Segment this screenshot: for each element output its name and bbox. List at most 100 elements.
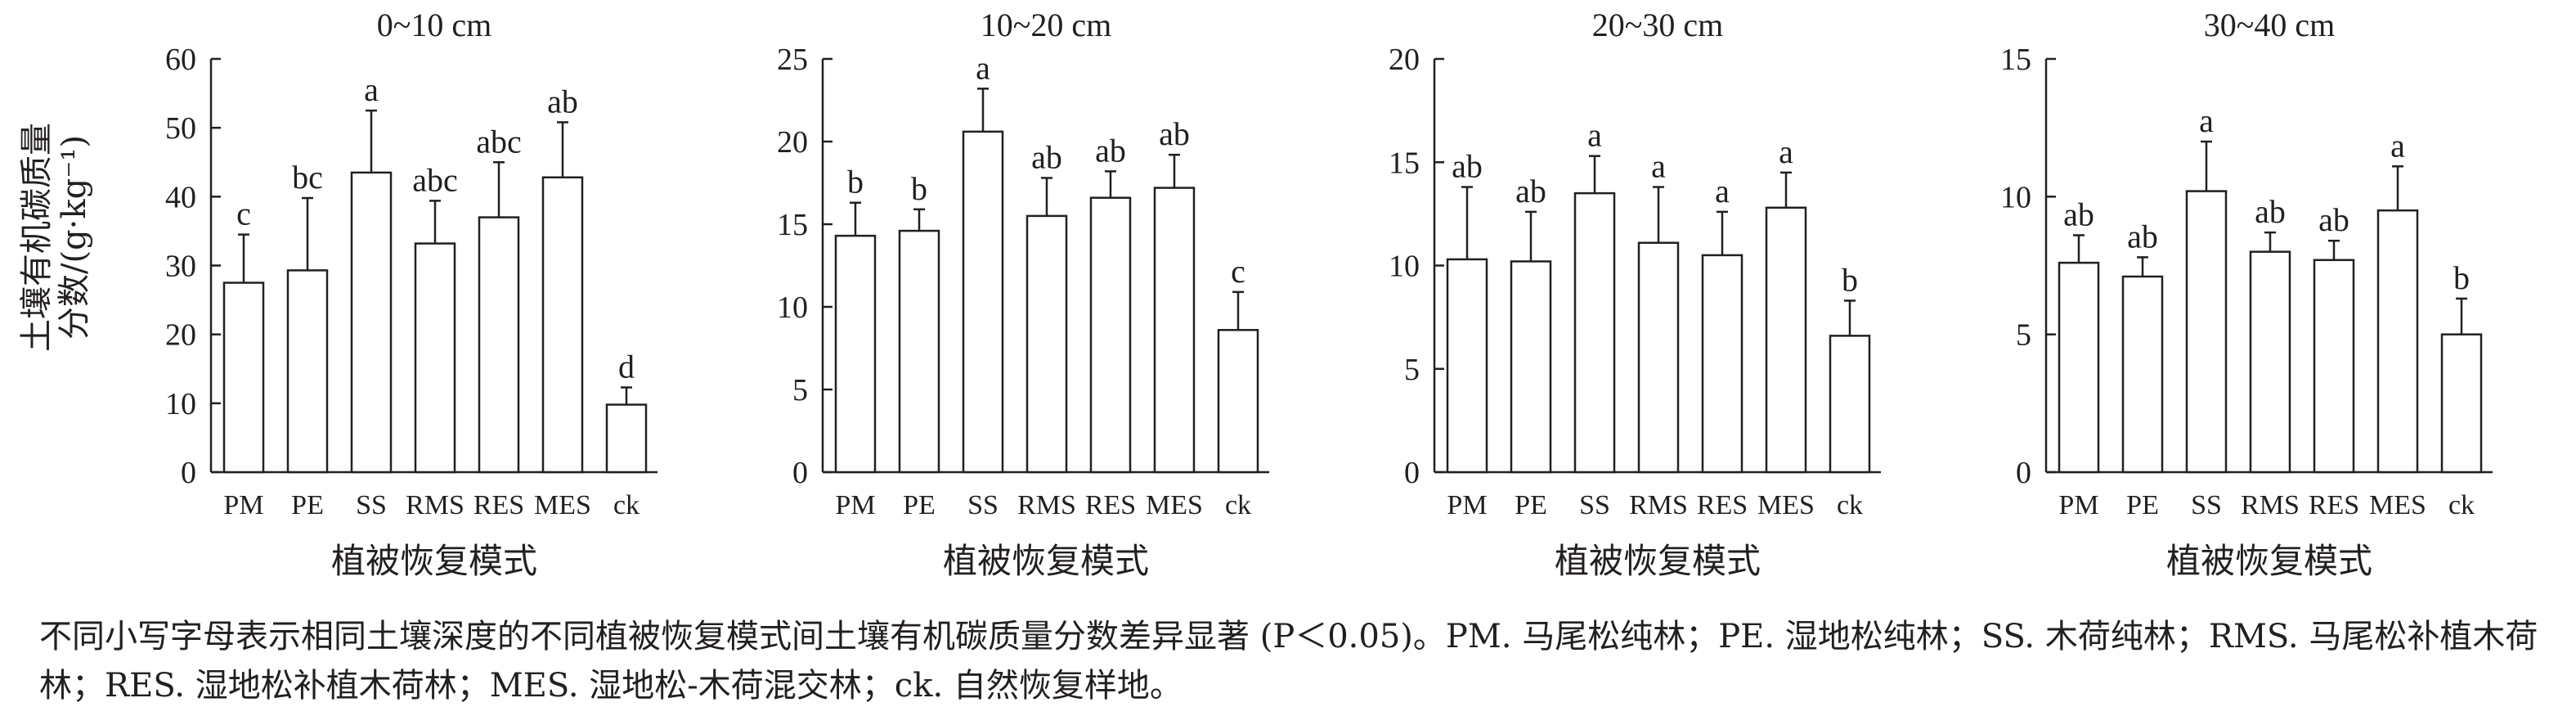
panel-2-category-label-PE: PE [903, 490, 936, 520]
panel-2-significance-RMS: ab [1031, 138, 1062, 175]
panel-2-y-tick-label: 5 [792, 373, 808, 408]
panel-2-y-tick-label: 25 [777, 43, 808, 77]
panel-2-category-label-RMS: RMS [1017, 490, 1076, 520]
panel-4-y-tick-label: 5 [2016, 318, 2031, 353]
panel-2-bar-RES [1089, 196, 1132, 474]
panel-2-significance-SS: a [976, 49, 990, 86]
panel-2-y-tick-label: 15 [777, 208, 808, 242]
panel-3-significance-ck: b [1842, 261, 1858, 298]
panel-1-bar-MES [541, 176, 584, 474]
panel-1-significance-PM: c [236, 196, 251, 232]
panel-1-y-tick-label: 40 [165, 180, 196, 214]
panel-3-significance-PE: ab [1515, 173, 1546, 209]
panel-1-significance-SS: a [364, 71, 379, 108]
panel-3-y-tick-label: 0 [1404, 456, 1420, 490]
panel-2-category-label-MES: MES [1146, 490, 1203, 520]
panel-3-significance-MES: a [1779, 133, 1793, 170]
panel-2-y-tick-label: 10 [777, 290, 808, 325]
panel-1-y-tick-label: 50 [165, 111, 196, 146]
panel-1-bar-ck [605, 403, 648, 474]
panel-1-significance-MES: ab [547, 83, 578, 119]
panel-1-y-tick-label: 20 [165, 318, 196, 353]
panel-4-significance-SS: a [2199, 102, 2214, 139]
panel-3-x-axis-label: 植被恢复模式 [1555, 541, 1761, 581]
panel-4-category-label-MES: MES [2369, 490, 2426, 520]
panel-2-y-tick-label: 0 [792, 456, 808, 490]
panel-3-y-tick-label: 15 [1389, 146, 1420, 180]
panel-3-category-label-PE: PE [1515, 490, 1547, 520]
panel-3-bar-RMS [1637, 241, 1680, 474]
panel-2-significance-PE: b [911, 170, 927, 207]
panel-3-category-label-RES: RES [1697, 490, 1748, 520]
panel-1-bar-RES [478, 216, 520, 474]
panel-1-category-label-SS: SS [356, 490, 387, 520]
y-axis-label-line1: 土壤有机碳质量 [18, 123, 56, 352]
panel-4-bar-PE [2121, 275, 2164, 474]
panel-2-y-tick-label: 20 [777, 125, 808, 160]
panel-3-significance-SS: a [1587, 117, 1602, 154]
panel-1-x-axis-label: 植被恢复模式 [331, 541, 537, 581]
panel-3-category-label-SS: SS [1579, 490, 1610, 520]
panel-1-y-tick-label: 60 [165, 43, 196, 77]
panel-1-y-tick-label: 0 [181, 456, 196, 490]
panel-3-bar-PE [1510, 260, 1552, 474]
panel-1-category-label-PE: PE [291, 490, 324, 520]
panel-1-y-tick-label: 10 [165, 387, 196, 421]
panel-2-bar-RMS [1025, 214, 1068, 474]
panel-4-x-axis-label: 植被恢复模式 [2166, 541, 2372, 581]
panel-2-title: 10~20 cm [981, 7, 1112, 43]
panel-2-category-label-PM: PM [835, 490, 875, 520]
panel-2-category-label-RES: RES [1085, 490, 1136, 520]
panel-3-bar-ck [1829, 335, 1871, 474]
panel-2-significance-RES: ab [1095, 132, 1126, 169]
panel-3-bar-MES [1765, 206, 1807, 474]
panel-2-significance-ck: c [1231, 253, 1245, 290]
panel-4-y-tick-label: 15 [2000, 43, 2031, 77]
panel-4-significance-PE: ab [2127, 218, 2158, 254]
panel-1-significance-RMS: abc [412, 161, 458, 198]
panel-4-bar-PM [2058, 261, 2100, 474]
panel-4-y-tick-label: 10 [2000, 180, 2031, 214]
panel-1-significance-RES: abc [476, 123, 522, 160]
panel-2-significance-PM: b [847, 164, 864, 200]
panel-4-bar-ck [2440, 333, 2483, 474]
panel-4-category-label-ck: ck [2448, 490, 2475, 520]
panel-3-category-label-ck: ck [1837, 490, 1863, 520]
panel-4-category-label-RMS: RMS [2241, 490, 2300, 520]
panel-1-bar-PE [286, 269, 329, 474]
figure-caption: 不同小写字母表示相同土壤深度的不同植被恢复模式间土壤有机碳质量分数差异显著 (P… [39, 618, 2538, 705]
panel-3-significance-PM: ab [1452, 148, 1483, 185]
panel-2-bar-PM [834, 234, 877, 474]
panel-4-significance-ck: b [2453, 259, 2470, 296]
panel-2-category-label-ck: ck [1225, 490, 1251, 520]
panel-4-significance-RMS: ab [2255, 193, 2286, 230]
panel-3-title: 20~30 cm [1592, 7, 1724, 43]
panel-1-category-label-PM: PM [223, 490, 263, 520]
panel-2-significance-MES: ab [1159, 115, 1190, 152]
panel-1-bar-SS [350, 171, 393, 474]
panel-4-category-label-RES: RES [2309, 490, 2359, 520]
panel-4-category-label-PE: PE [2126, 490, 2159, 520]
panel-2-bar-MES [1153, 187, 1196, 474]
panel-3-bar-SS [1573, 191, 1616, 474]
panel-1-category-label-RES: RES [473, 490, 524, 520]
y-axis-label-line2: 分数/(g·kg⁻¹) [56, 135, 93, 340]
panel-3-y-tick-label: 10 [1389, 250, 1420, 284]
panel-2-x-axis-label: 植被恢复模式 [943, 541, 1149, 581]
panel-2-bar-PE [898, 229, 940, 474]
panel-4-title: 30~40 cm [2204, 7, 2336, 43]
panel-3-category-label-PM: PM [1447, 490, 1487, 520]
panel-4-significance-PM: ab [2063, 196, 2094, 232]
panel-3-significance-RMS: a [1651, 148, 1666, 185]
panel-4-category-label-PM: PM [2058, 490, 2098, 520]
panel-1-significance-PE: bc [292, 159, 323, 196]
panel-1-y-tick-label: 30 [165, 250, 196, 284]
panel-2-category-label-SS: SS [967, 490, 999, 520]
panel-1-category-label-MES: MES [534, 490, 591, 520]
panel-3-y-tick-label: 5 [1404, 353, 1420, 387]
panel-3-category-label-RMS: RMS [1629, 490, 1688, 520]
panel-1-bar-RMS [414, 242, 456, 474]
panel-1-significance-ck: d [618, 348, 635, 385]
panel-4-significance-RES: ab [2318, 201, 2349, 238]
